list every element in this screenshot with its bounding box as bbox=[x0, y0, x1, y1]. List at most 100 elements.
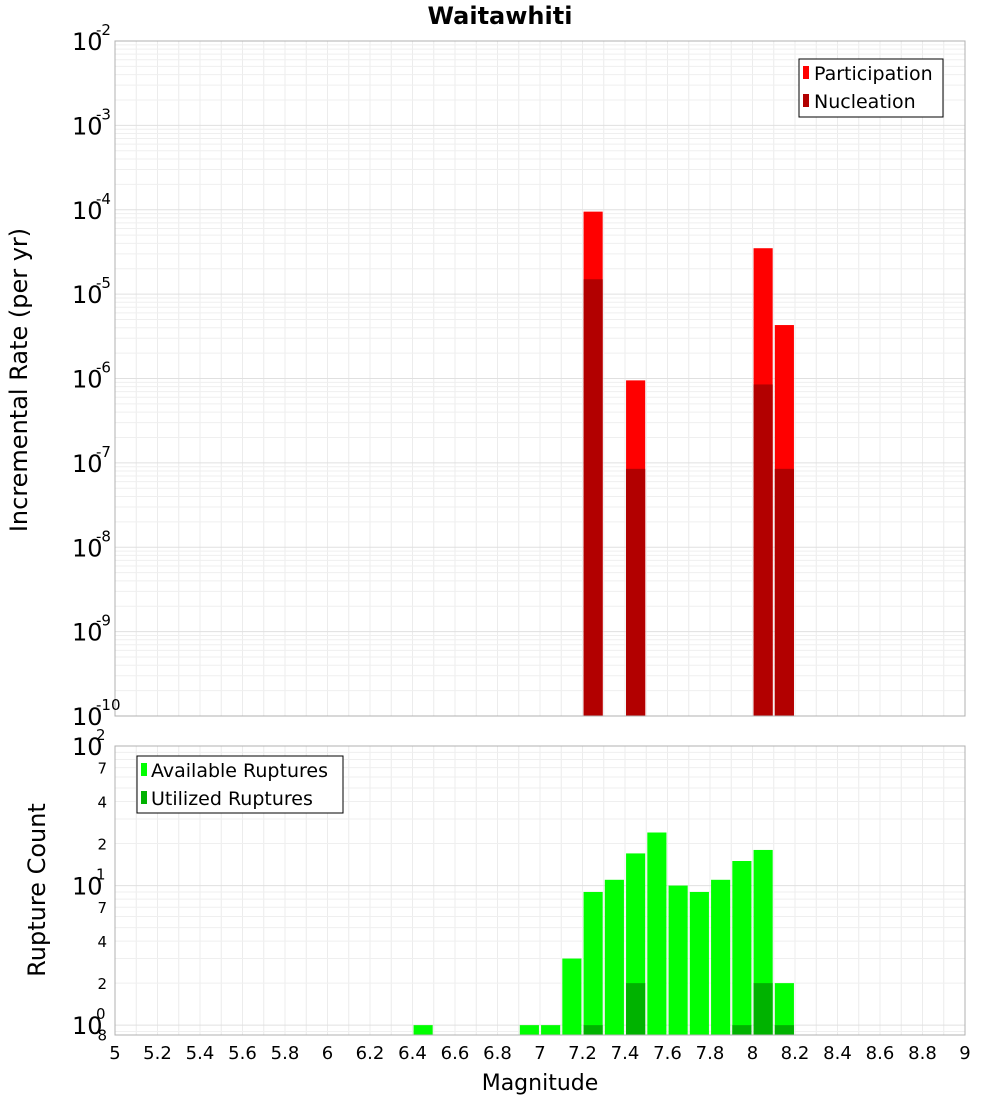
upper-y-tick: 10-5 bbox=[72, 274, 111, 309]
upper-y-tick: 10-4 bbox=[72, 190, 111, 225]
x-tick-label: 7.6 bbox=[653, 1043, 682, 1064]
x-tick-label: 5 bbox=[109, 1043, 120, 1064]
upper-y-tick-exponent: -4 bbox=[96, 190, 111, 208]
lower-y-minor-tick: 7 bbox=[97, 899, 107, 917]
lower-bar-available-ruptures bbox=[774, 983, 794, 1035]
x-tick-label: 7.8 bbox=[696, 1043, 725, 1064]
lower-y-tick-exponent: 0 bbox=[96, 1005, 106, 1023]
upper-y-tick-exponent: -2 bbox=[96, 21, 111, 39]
lower-y-tick: 102 bbox=[72, 726, 106, 761]
upper-bar-nucleation bbox=[774, 468, 794, 716]
upper-y-tick-base: 10 bbox=[72, 197, 103, 225]
upper-y-tick: 10-3 bbox=[72, 105, 111, 140]
lower-bar-utilized-ruptures bbox=[774, 1025, 794, 1035]
upper-y-tick: 10-10 bbox=[72, 696, 121, 731]
x-tick-label: 7.4 bbox=[611, 1043, 640, 1064]
lower-y-minor-tick: 2 bbox=[97, 975, 107, 993]
lower-bar-utilized-ruptures bbox=[626, 983, 646, 1035]
lower-legend: Available Ruptures Utilized Ruptures bbox=[136, 755, 344, 814]
upper-y-axis-label: Incremental Rate (per yr) bbox=[5, 228, 33, 532]
lower-y-minor-tick: 7 bbox=[97, 760, 107, 778]
lower-bar-available-ruptures bbox=[519, 1025, 539, 1035]
x-tick-label: 7 bbox=[534, 1043, 545, 1064]
lower-bar-available-ruptures bbox=[668, 885, 688, 1035]
x-tick-label: 8.2 bbox=[781, 1043, 810, 1064]
lower-y-minor-tick: 4 bbox=[97, 933, 107, 951]
upper-y-tick: 10-7 bbox=[72, 443, 111, 478]
x-tick-label: 8 bbox=[747, 1043, 758, 1064]
upper-y-tick-exponent: -7 bbox=[96, 443, 111, 461]
upper-y-tick: 10-8 bbox=[72, 527, 111, 562]
lower-y-tick-base: 10 bbox=[72, 1012, 103, 1040]
lower-y-tick-base: 10 bbox=[72, 733, 103, 761]
lower-frame bbox=[114, 745, 966, 1036]
lower-bar-available-ruptures bbox=[604, 879, 624, 1035]
upper-legend-label: Nucleation bbox=[814, 91, 916, 113]
lower-legend-label: Available Ruptures bbox=[151, 760, 328, 782]
lower-legend-swatch bbox=[141, 763, 147, 776]
upper-y-tick: 10-6 bbox=[72, 359, 111, 394]
lower-y-tick-base: 10 bbox=[72, 873, 103, 901]
upper-y-tick-base: 10 bbox=[72, 28, 103, 56]
upper-legend-swatch bbox=[803, 66, 809, 79]
lower-y-tick: 100 bbox=[72, 1005, 106, 1040]
lower-y-minor-tick: 8 bbox=[97, 1026, 107, 1044]
lower-y-tick: 101 bbox=[72, 866, 106, 901]
upper-y-tick-base: 10 bbox=[72, 534, 103, 562]
upper-panel bbox=[114, 40, 966, 717]
x-axis-label: Magnitude bbox=[482, 1071, 599, 1096]
lower-bar-available-ruptures bbox=[711, 879, 731, 1035]
x-tick-label: 6.8 bbox=[483, 1043, 512, 1064]
upper-bar-nucleation bbox=[583, 279, 603, 716]
x-tick-label: 6.2 bbox=[356, 1043, 385, 1064]
upper-y-tick-exponent: -3 bbox=[96, 105, 111, 123]
lower-bars bbox=[413, 832, 794, 1035]
lower-legend-label: Utilized Ruptures bbox=[151, 788, 313, 810]
x-tick-label: 5.8 bbox=[271, 1043, 300, 1064]
x-tick-label: 6 bbox=[322, 1043, 333, 1064]
x-tick-label: 8.6 bbox=[866, 1043, 895, 1064]
x-tick-label: 5.2 bbox=[143, 1043, 172, 1064]
upper-y-tick-base: 10 bbox=[72, 703, 103, 731]
upper-frame bbox=[114, 40, 966, 717]
lower-bar-available-ruptures bbox=[413, 1025, 433, 1035]
upper-legend: Participation Nucleation bbox=[798, 58, 944, 118]
lower-legend-swatch bbox=[141, 791, 147, 804]
lower-bar-available-ruptures bbox=[562, 958, 582, 1035]
lower-bar-utilized-ruptures bbox=[583, 1025, 603, 1035]
lower-bar-available-ruptures bbox=[689, 891, 709, 1035]
lower-y-minor-tick: 2 bbox=[97, 836, 107, 854]
x-tick-label: 6.6 bbox=[441, 1043, 470, 1064]
lower-y-tick-exponent: 2 bbox=[96, 726, 106, 744]
upper-legend-label: Participation bbox=[814, 63, 933, 85]
x-tick-label: 9 bbox=[959, 1043, 970, 1064]
upper-y-tick-exponent: -10 bbox=[96, 696, 121, 714]
lower-y-tick-exponent: 1 bbox=[96, 866, 106, 884]
lower-bar-available-ruptures bbox=[647, 832, 667, 1035]
upper-legend-swatch bbox=[803, 94, 809, 107]
upper-y-tick: 10-2 bbox=[72, 21, 111, 56]
upper-y-tick-base: 10 bbox=[72, 366, 103, 394]
upper-y-tick-exponent: -9 bbox=[96, 612, 111, 630]
upper-bar-nucleation bbox=[753, 384, 773, 716]
x-tick-label: 8.4 bbox=[823, 1043, 852, 1064]
x-tick-label: 8.8 bbox=[908, 1043, 937, 1064]
upper-y-tick-base: 10 bbox=[72, 112, 103, 140]
upper-bars bbox=[583, 211, 794, 717]
chart-title: Waitawhiti bbox=[428, 2, 573, 30]
lower-legend-box bbox=[136, 755, 344, 814]
x-tick-label: 6.4 bbox=[398, 1043, 427, 1064]
lower-y-minor-tick: 4 bbox=[97, 794, 107, 812]
upper-legend-box bbox=[798, 58, 944, 118]
lower-bar-available-ruptures bbox=[541, 1025, 561, 1035]
lower-bar-available-ruptures bbox=[583, 891, 603, 1035]
upper-y-tick-base: 10 bbox=[72, 619, 103, 647]
upper-y-tick-exponent: -5 bbox=[96, 274, 111, 292]
x-tick-label: 5.6 bbox=[228, 1043, 257, 1064]
x-tick-label: 5.4 bbox=[186, 1043, 215, 1064]
upper-y-tick-exponent: -6 bbox=[96, 359, 111, 377]
x-tick-label: 7.2 bbox=[568, 1043, 597, 1064]
upper-y-tick-base: 10 bbox=[72, 450, 103, 478]
